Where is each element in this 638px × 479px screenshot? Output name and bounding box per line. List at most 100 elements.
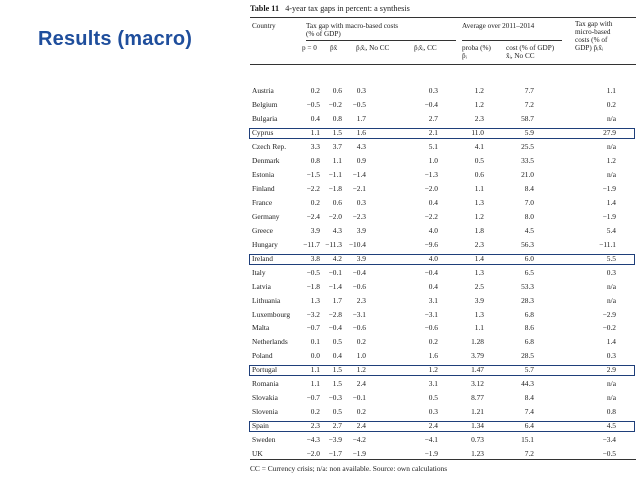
- cell-micro: n/a: [606, 379, 616, 389]
- cell-country: Ireland: [252, 253, 273, 263]
- cell-nocc: 0.2: [356, 337, 366, 347]
- cell-cc: 0.3: [428, 86, 438, 95]
- cell-nocc: −1.4: [352, 169, 366, 179]
- cell-micro: 1.4: [606, 337, 616, 347]
- cell-micro: −3.4: [602, 435, 616, 445]
- header-proba-2: p̂ᵢ: [462, 52, 467, 60]
- cell-proba: 1.4: [474, 253, 484, 263]
- highlight-box: [249, 421, 635, 433]
- cell-p0: 3.3: [310, 141, 320, 151]
- table-bottom-rule: [250, 459, 636, 460]
- cell-proba: 1.8: [474, 225, 484, 235]
- cell-country: Italy: [252, 267, 266, 277]
- cell-px: −1.4: [328, 281, 342, 291]
- cell-nocc: 2.4: [356, 421, 366, 431]
- cell-cost: 6.0: [524, 253, 534, 263]
- cell-cc: 2.1: [428, 127, 438, 137]
- cell-cost: 6.5: [524, 267, 534, 277]
- cell-p0: −1.5: [306, 169, 320, 179]
- cell-country: Lithuania: [252, 295, 281, 305]
- cell-cc: 1.0: [428, 155, 438, 165]
- cell-cc: 3.1: [428, 295, 438, 305]
- cell-px: 1.5: [332, 379, 342, 389]
- cell-micro: 0.8: [606, 407, 616, 417]
- header-px: p̂x̂: [330, 44, 338, 52]
- cell-p0: 2.3: [310, 421, 320, 431]
- cell-proba: 1.2: [474, 211, 484, 221]
- cell-country: Bulgaria: [252, 113, 278, 123]
- cell-p0: −0.5: [306, 267, 320, 277]
- cell-micro: −2.9: [602, 309, 616, 319]
- cell-proba: 1.3: [474, 197, 484, 207]
- cell-micro: 0.2: [606, 99, 616, 109]
- cell-country: Sweden: [252, 435, 276, 445]
- cell-country: Luxembourg: [252, 309, 291, 319]
- cell-p0: 0.8: [310, 155, 320, 165]
- table-caption-label: Table 11: [250, 4, 280, 13]
- cell-cc: −0.6: [424, 323, 438, 333]
- cell-cc: −0.4: [424, 267, 438, 277]
- table-row: Poland 0.0 0.4 1.0 1.6 3.79 28.5 0.3: [250, 350, 636, 362]
- cell-px: −11.3: [325, 239, 342, 249]
- cell-nocc: 0.9: [356, 155, 366, 165]
- highlight-box: [249, 253, 635, 265]
- table-caption-text: 4-year tax gaps in percent: a synthesis: [285, 4, 410, 13]
- cell-micro: 27.9: [603, 127, 616, 137]
- cell-proba: 1.1: [474, 323, 484, 333]
- table-row: Latvia −1.8 −1.4 −0.6 0.4 2.5 53.3 n/a: [250, 281, 636, 293]
- cell-px: 2.7: [332, 421, 342, 431]
- cell-px: −0.4: [328, 323, 342, 333]
- cell-cost: 5.7: [524, 365, 534, 375]
- table-row: Luxembourg −3.2 −2.8 −3.1 −3.1 1.3 6.8 −2.9: [250, 309, 636, 321]
- cell-cost: 21.0: [521, 169, 534, 179]
- cell-cost: 7.7: [524, 86, 534, 95]
- header-nocc: p̂ᵢx̂ᵢ, No CC: [356, 44, 390, 52]
- table-row: Czech Rep. 3.3 3.7 4.3 5.1 4.1 25.5 n/a: [250, 141, 636, 153]
- cell-cc: −0.4: [424, 99, 438, 109]
- cell-micro: n/a: [606, 281, 616, 291]
- cell-proba: 1.28: [471, 337, 484, 347]
- cell-micro: −1.9: [602, 183, 616, 193]
- table-row: France 0.2 0.6 0.3 0.4 1.3 7.0 1.4: [250, 197, 636, 209]
- table-row: Romania 1.1 1.5 2.4 3.1 3.12 44.3 n/a: [250, 378, 636, 390]
- cell-micro: 2.9: [606, 365, 616, 375]
- cell-proba: 3.79: [471, 351, 484, 361]
- cell-cc: −3.1: [424, 309, 438, 319]
- cell-px: 0.8: [332, 113, 342, 123]
- table-row: Portugal 1.1 1.5 1.2 1.2 1.47 5.7 2.9: [250, 364, 636, 376]
- cell-country: Spain: [252, 421, 269, 431]
- cell-micro: 1.4: [606, 197, 616, 207]
- cell-cost: 15.1: [521, 435, 534, 445]
- cell-cost: 56.3: [521, 239, 534, 249]
- highlight-box: [249, 127, 635, 139]
- header-cost-1: cost (% of GDP): [506, 44, 555, 52]
- cell-proba: 1.47: [471, 365, 484, 375]
- table-row: Denmark 0.8 1.1 0.9 1.0 0.5 33.5 1.2: [250, 155, 636, 167]
- table-row: Bulgaria 0.4 0.8 1.7 2.7 2.3 58.7 n/a: [250, 113, 636, 125]
- cell-cost: 6.8: [524, 309, 534, 319]
- cell-nocc: −3.1: [352, 309, 366, 319]
- cell-nocc: 0.3: [356, 197, 366, 207]
- cell-px: −0.3: [328, 393, 342, 403]
- cell-p0: −2.0: [306, 449, 320, 459]
- table-row: Italy −0.5 −0.1 −0.4 −0.4 1.3 6.5 0.3: [250, 267, 636, 279]
- cell-cc: 5.1: [428, 141, 438, 151]
- cell-px: −1.7: [328, 449, 342, 459]
- cell-proba: 3.9: [474, 295, 484, 305]
- cell-proba: 1.2: [474, 86, 484, 95]
- cell-cost: 8.4: [524, 183, 534, 193]
- cell-proba: 1.21: [471, 407, 484, 417]
- cell-p0: −3.2: [306, 309, 320, 319]
- cell-proba: 11.0: [471, 127, 484, 137]
- cell-px: −1.8: [328, 183, 342, 193]
- cell-p0: 1.1: [310, 379, 320, 389]
- cell-proba: 2.3: [474, 113, 484, 123]
- cell-micro: 5.5: [606, 253, 616, 263]
- cell-px: −2.0: [328, 211, 342, 221]
- cell-px: 4.2: [332, 253, 342, 263]
- cell-cc: −2.0: [424, 183, 438, 193]
- cell-nocc: 0.3: [356, 86, 366, 95]
- cell-p0: −0.5: [306, 99, 320, 109]
- cell-cc: −4.1: [424, 435, 438, 445]
- cell-px: 0.6: [332, 86, 342, 95]
